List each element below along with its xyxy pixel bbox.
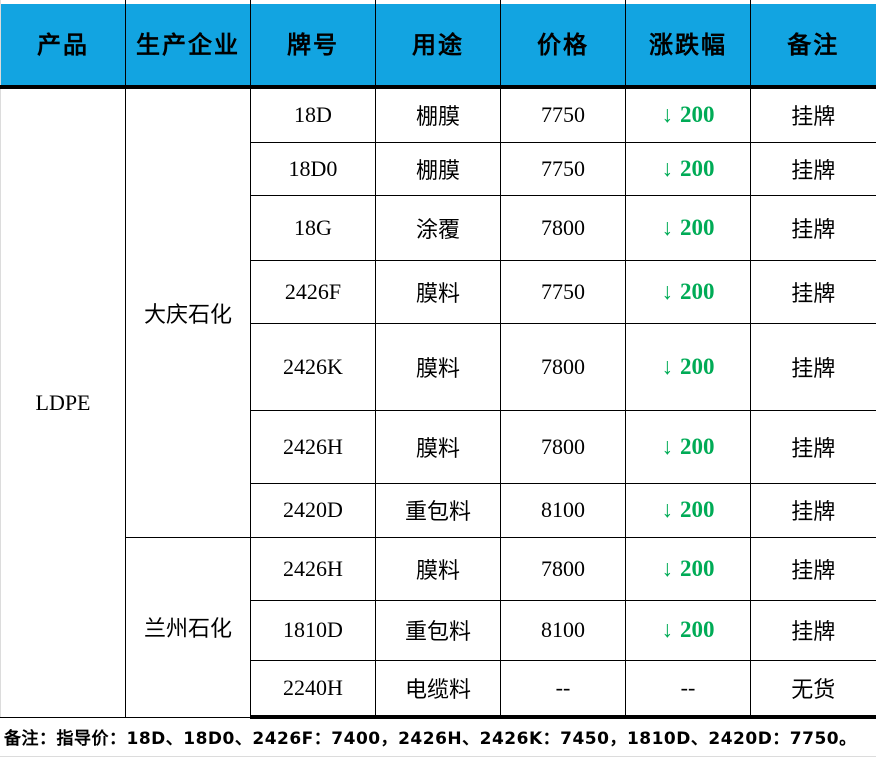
down-arrow-icon: ↓: [661, 102, 674, 128]
col-header-product: 产品: [0, 0, 126, 89]
use-cell: 重包料: [375, 599, 501, 661]
down-arrow-icon: ↓: [661, 353, 674, 379]
price-cell: 8100: [500, 482, 626, 538]
change-cell: ↓ 200: [625, 322, 751, 411]
product-cell: LDPE: [0, 86, 126, 718]
change-value: 200: [680, 102, 715, 128]
note-cell: 挂牌: [750, 259, 876, 324]
price-cell: 7750: [500, 259, 626, 324]
table-row: 18D0 棚膜 7750 ↓ 200 挂牌: [1, 141, 876, 196]
producer-cell-lanzhou: 兰州石化: [125, 536, 251, 718]
down-arrow-icon: ↓: [661, 617, 674, 642]
table-row: 18G 涂覆 7800 ↓ 200 挂牌: [1, 194, 876, 261]
grade-cell: 2426K: [250, 322, 376, 411]
change-value: 200: [680, 214, 715, 240]
change-cell: ↓ 200: [625, 599, 751, 661]
change-cell: --: [625, 659, 751, 719]
table-row: LDPE 大庆石化 18D 棚膜 7750 ↓ 200 挂牌: [0, 86, 876, 718]
table-row: 2240H 电缆料 -- -- 无货: [1, 659, 876, 719]
change-cell: ↓ 200: [625, 194, 751, 261]
use-cell: 膜料: [375, 259, 501, 324]
grade-cell: 2240H: [250, 659, 376, 719]
producer-cell-daqing: 大庆石化: [125, 86, 251, 538]
use-cell: 电缆料: [375, 659, 501, 719]
price-cell: 7750: [500, 86, 626, 143]
change-cell: ↓ 200: [625, 141, 751, 196]
note-cell: 挂牌: [750, 86, 876, 143]
down-arrow-icon: ↓: [661, 555, 674, 581]
price-table: 产品 生产企业 牌号 用途 价格 涨跌幅 备注 LDPE 大庆石化 18D 棚膜…: [0, 0, 876, 719]
down-arrow-icon: ↓: [661, 214, 674, 240]
price-cell: 7800: [500, 194, 626, 261]
change-cell: ↓ 200: [625, 259, 751, 324]
note-cell: 挂牌: [750, 482, 876, 538]
table-row: 1810D 重包料 8100 ↓ 200 挂牌: [1, 599, 876, 661]
down-arrow-icon: ↓: [661, 278, 674, 304]
down-arrow-icon: ↓: [661, 433, 674, 459]
note-cell: 挂牌: [750, 141, 876, 196]
col-header-price: 价格: [500, 0, 626, 89]
note-cell: 挂牌: [750, 322, 876, 411]
use-cell: 棚膜: [375, 86, 501, 143]
grade-cell: 18D0: [250, 141, 376, 196]
price-cell: 7750: [500, 141, 626, 196]
footer-note: 备注：指导价：18D、18D0、2426F：7400，2426H、2426K：7…: [0, 719, 876, 757]
change-value: 200: [680, 155, 715, 181]
change-value: 200: [680, 555, 715, 581]
down-arrow-icon: ↓: [661, 497, 674, 522]
table-row: 2426K 膜料 7800 ↓ 200 挂牌: [1, 322, 876, 411]
use-cell: 膜料: [375, 322, 501, 411]
grade-cell: 2426H: [250, 409, 376, 484]
change-cell: ↓ 200: [625, 409, 751, 484]
price-cell: --: [500, 659, 626, 719]
use-cell: 涂覆: [375, 194, 501, 261]
note-cell: 挂牌: [750, 536, 876, 601]
change-value: 200: [680, 433, 715, 459]
col-header-use: 用途: [375, 0, 501, 89]
note-cell: 挂牌: [750, 194, 876, 261]
col-header-grade: 牌号: [250, 0, 376, 89]
price-cell: 7800: [500, 322, 626, 411]
grade-cell: 1810D: [250, 599, 376, 661]
table-row: 2426F 膜料 7750 ↓ 200 挂牌: [1, 259, 876, 324]
note-cell: 挂牌: [750, 409, 876, 484]
table-row: 兰州石化 2426H 膜料 7800 ↓ 200 挂牌: [1, 536, 876, 718]
grade-cell: 18G: [250, 194, 376, 261]
grade-cell: 2420D: [250, 482, 376, 538]
change-value: 200: [680, 617, 715, 642]
change-value: --: [680, 674, 696, 700]
table-row: 2420D 重包料 8100 ↓ 200 挂牌: [1, 482, 876, 538]
col-header-producer: 生产企业: [125, 0, 251, 89]
table-header: 产品 生产企业 牌号 用途 价格 涨跌幅 备注: [0, 0, 876, 89]
note-cell: 挂牌: [750, 599, 876, 661]
use-cell: 重包料: [375, 482, 501, 538]
use-cell: 膜料: [375, 536, 501, 601]
col-header-change: 涨跌幅: [625, 0, 751, 89]
change-cell: ↓ 200: [625, 86, 751, 143]
change-value: 200: [680, 353, 715, 379]
change-value: 200: [680, 278, 715, 304]
use-cell: 膜料: [375, 409, 501, 484]
down-arrow-icon: ↓: [661, 155, 674, 181]
grade-cell: 18D: [250, 86, 376, 143]
col-header-note: 备注: [750, 0, 876, 89]
price-cell: 8100: [500, 599, 626, 661]
change-cell: ↓ 200: [625, 536, 751, 601]
note-cell: 无货: [750, 659, 876, 719]
grade-cell: 2426H: [250, 536, 376, 601]
change-cell: ↓ 200: [625, 482, 751, 538]
table-row: 2426H 膜料 7800 ↓ 200 挂牌: [1, 409, 876, 484]
change-value: 200: [680, 497, 715, 522]
price-cell: 7800: [500, 409, 626, 484]
price-cell: 7800: [500, 536, 626, 601]
table-body: LDPE 大庆石化 18D 棚膜 7750 ↓ 200 挂牌 18D0 棚膜 77…: [0, 86, 876, 719]
grade-cell: 2426F: [250, 259, 376, 324]
use-cell: 棚膜: [375, 141, 501, 196]
header-row: 产品 生产企业 牌号 用途 价格 涨跌幅 备注: [0, 0, 876, 89]
